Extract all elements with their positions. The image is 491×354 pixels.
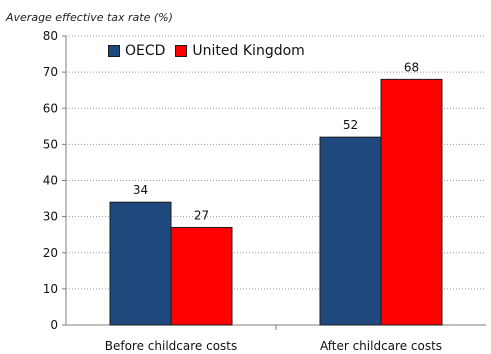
bar-oecd bbox=[319, 136, 382, 326]
legend-label-oecd: OECD bbox=[125, 43, 166, 59]
y-tick-label: 0 bbox=[50, 318, 58, 332]
y-axis-title: Average effective tax rate (%) bbox=[6, 11, 173, 24]
y-tick-label: 50 bbox=[43, 137, 58, 151]
y-tick-label: 60 bbox=[43, 101, 58, 115]
legend-item-oecd: OECD bbox=[108, 43, 165, 59]
y-tick-label: 40 bbox=[43, 174, 58, 188]
y-tick-label: 70 bbox=[43, 65, 58, 79]
y-tick-label: 10 bbox=[43, 282, 58, 296]
legend-swatch-uk bbox=[175, 45, 188, 57]
bar-uk bbox=[170, 226, 233, 326]
data-label: 34 bbox=[133, 183, 148, 197]
legend-label-uk: United Kingdom bbox=[192, 43, 305, 59]
x-category-label: Before childcare costs bbox=[105, 339, 238, 353]
data-label: 68 bbox=[404, 60, 419, 74]
bar-oecd bbox=[109, 201, 172, 326]
chart-legend: OECD United Kingdom bbox=[108, 43, 315, 59]
y-tick-label: 30 bbox=[43, 210, 58, 224]
bar-uk bbox=[380, 78, 443, 326]
x-category-label: After childcare costs bbox=[320, 339, 442, 353]
y-tick-label: 80 bbox=[43, 29, 58, 43]
data-label: 27 bbox=[194, 208, 209, 222]
legend-item-uk: United Kingdom bbox=[175, 43, 305, 59]
y-tick-label: 20 bbox=[43, 246, 58, 260]
legend-swatch-oecd bbox=[108, 45, 120, 57]
data-label: 52 bbox=[343, 118, 358, 132]
